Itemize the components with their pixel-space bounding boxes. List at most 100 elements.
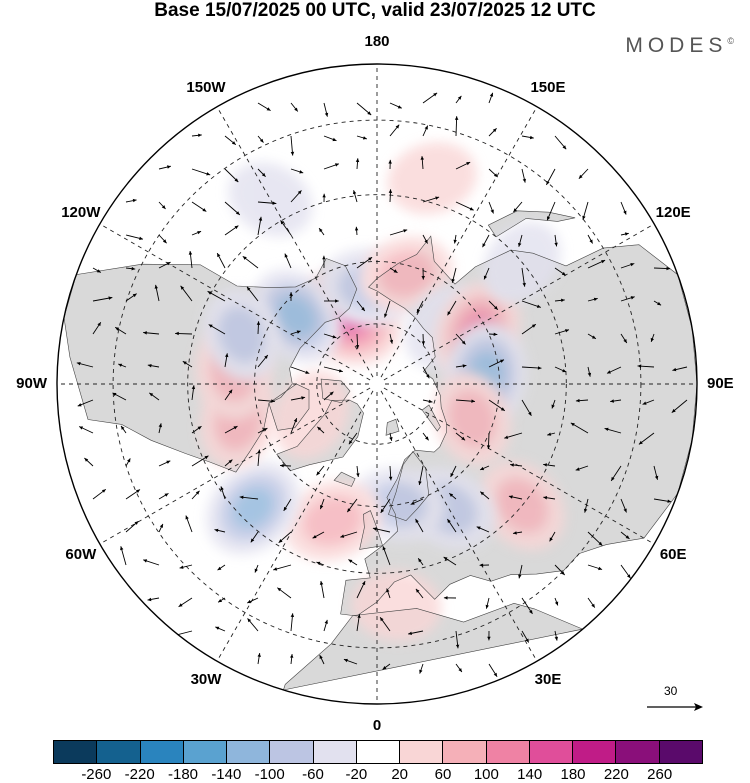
- wind-arrow: [554, 329, 570, 335]
- wind-arrow: [257, 427, 268, 434]
- wind-arrow: [488, 92, 494, 104]
- wind-arrow: [587, 259, 606, 269]
- wind-arrow: [290, 417, 298, 434]
- wind-arrow: [587, 366, 592, 377]
- wind-arrow: [224, 168, 239, 183]
- longitude-label: 150W: [186, 78, 226, 96]
- wind-arrow: [322, 193, 326, 203]
- wind-arrow: [125, 458, 131, 467]
- wind-arrow: [543, 463, 556, 467]
- wind-arrow: [521, 399, 532, 417]
- coast-ellesmere: [320, 378, 351, 404]
- legend-swatch: [54, 741, 98, 763]
- wind-arrow: [246, 286, 259, 302]
- wind-arrow: [356, 102, 372, 116]
- wind-arrow: [118, 363, 127, 368]
- wind-arrow: [143, 331, 160, 335]
- wind-arrow: [257, 168, 266, 178]
- legend-tick-label: 100: [473, 766, 499, 783]
- wind-arrow: [587, 333, 597, 340]
- anomaly-center: [387, 142, 477, 215]
- legend-tick-label: -220: [124, 766, 155, 783]
- anomaly-center: [351, 570, 442, 642]
- longitude-label: 180: [364, 33, 390, 50]
- wind-arrow: [185, 515, 193, 533]
- wind-arrow: [642, 399, 655, 405]
- latitude-circle: [187, 194, 567, 574]
- legend-tick-label: 180: [560, 766, 586, 783]
- wind-arrow: [443, 596, 457, 600]
- wind-arrow: [312, 531, 325, 539]
- wind-arrow: [578, 168, 589, 180]
- wind-arrow: [418, 465, 424, 486]
- wind-arrow: [257, 102, 271, 111]
- wind-arrow: [486, 432, 491, 450]
- wind-arrow: [422, 92, 438, 104]
- longitude-label: 90W: [16, 375, 47, 392]
- wind-arrow: [382, 546, 391, 566]
- wind-arrow: [125, 520, 139, 533]
- wind-arrow: [606, 366, 622, 374]
- wind-arrow: [125, 293, 137, 302]
- wind-arrow: [208, 324, 226, 335]
- wind-arrow: [280, 463, 292, 468]
- wind-arrow: [179, 564, 193, 569]
- wind-arrow: [92, 267, 102, 273]
- wind-arrow: [217, 597, 226, 603]
- anomaly-center: [203, 288, 280, 381]
- legend-swatch: [140, 741, 184, 763]
- wind-arrow: [554, 564, 566, 576]
- wind-arrow: [224, 201, 241, 216]
- polar-map: [56, 63, 698, 705]
- wind-arrow: [149, 392, 160, 401]
- wind-arrow: [575, 465, 589, 471]
- wind-arrow: [290, 613, 295, 632]
- wind-vector-layer: [76, 92, 688, 677]
- wind-arrow: [384, 300, 391, 318]
- legend-swatch: [529, 741, 574, 763]
- wind-arrow: [521, 323, 537, 335]
- wind-arrow: [455, 663, 463, 673]
- wind-arrow: [583, 498, 589, 513]
- wind-arrow: [389, 229, 408, 236]
- legend-tick-label: -140: [211, 766, 242, 783]
- wind-arrow: [415, 588, 424, 599]
- wind-arrow: [323, 619, 328, 632]
- wind-arrow: [488, 399, 506, 412]
- longitude-label: 150E: [530, 78, 566, 96]
- wind-arrow: [610, 465, 622, 482]
- wind-arrow: [510, 463, 523, 467]
- legend-swatch: [183, 741, 228, 763]
- wind-arrow: [443, 556, 457, 566]
- wind-arrow: [290, 190, 302, 203]
- legend-tick-label: 220: [603, 766, 629, 783]
- wind-arrow: [455, 95, 462, 104]
- meridian-line: [383, 217, 665, 381]
- map-title: Base 15/07/2025 00 UTC, valid 23/07/2025…: [154, 0, 596, 21]
- coast-iceland: [333, 471, 356, 487]
- wind-arrow: [239, 495, 259, 500]
- wind-arrow: [521, 630, 530, 643]
- wind-arrow: [508, 495, 523, 500]
- wind-arrow: [158, 201, 166, 210]
- wind-arrow: [318, 227, 325, 236]
- wind-arrow: [379, 616, 391, 632]
- wind-scale-label: 30: [664, 684, 678, 698]
- wind-arrow: [356, 465, 360, 478]
- wind-arrow: [653, 465, 659, 480]
- wind-arrow: [587, 531, 603, 546]
- wind-arrow: [546, 201, 556, 221]
- wind-arrow: [323, 135, 337, 142]
- wind-arrow: [422, 399, 433, 403]
- wind-arrow: [388, 465, 393, 481]
- wind-arrow: [348, 559, 358, 566]
- wind-arrow: [488, 332, 498, 336]
- wind-arrow: [518, 234, 523, 247]
- wind-arrow: [323, 163, 340, 170]
- wind-arrow: [380, 498, 391, 514]
- wind-arrow: [521, 300, 541, 308]
- wind-arrow: [620, 333, 628, 344]
- wind-arrow: [620, 232, 629, 236]
- wind-arrow: [224, 353, 229, 368]
- wind-arrow: [449, 492, 457, 500]
